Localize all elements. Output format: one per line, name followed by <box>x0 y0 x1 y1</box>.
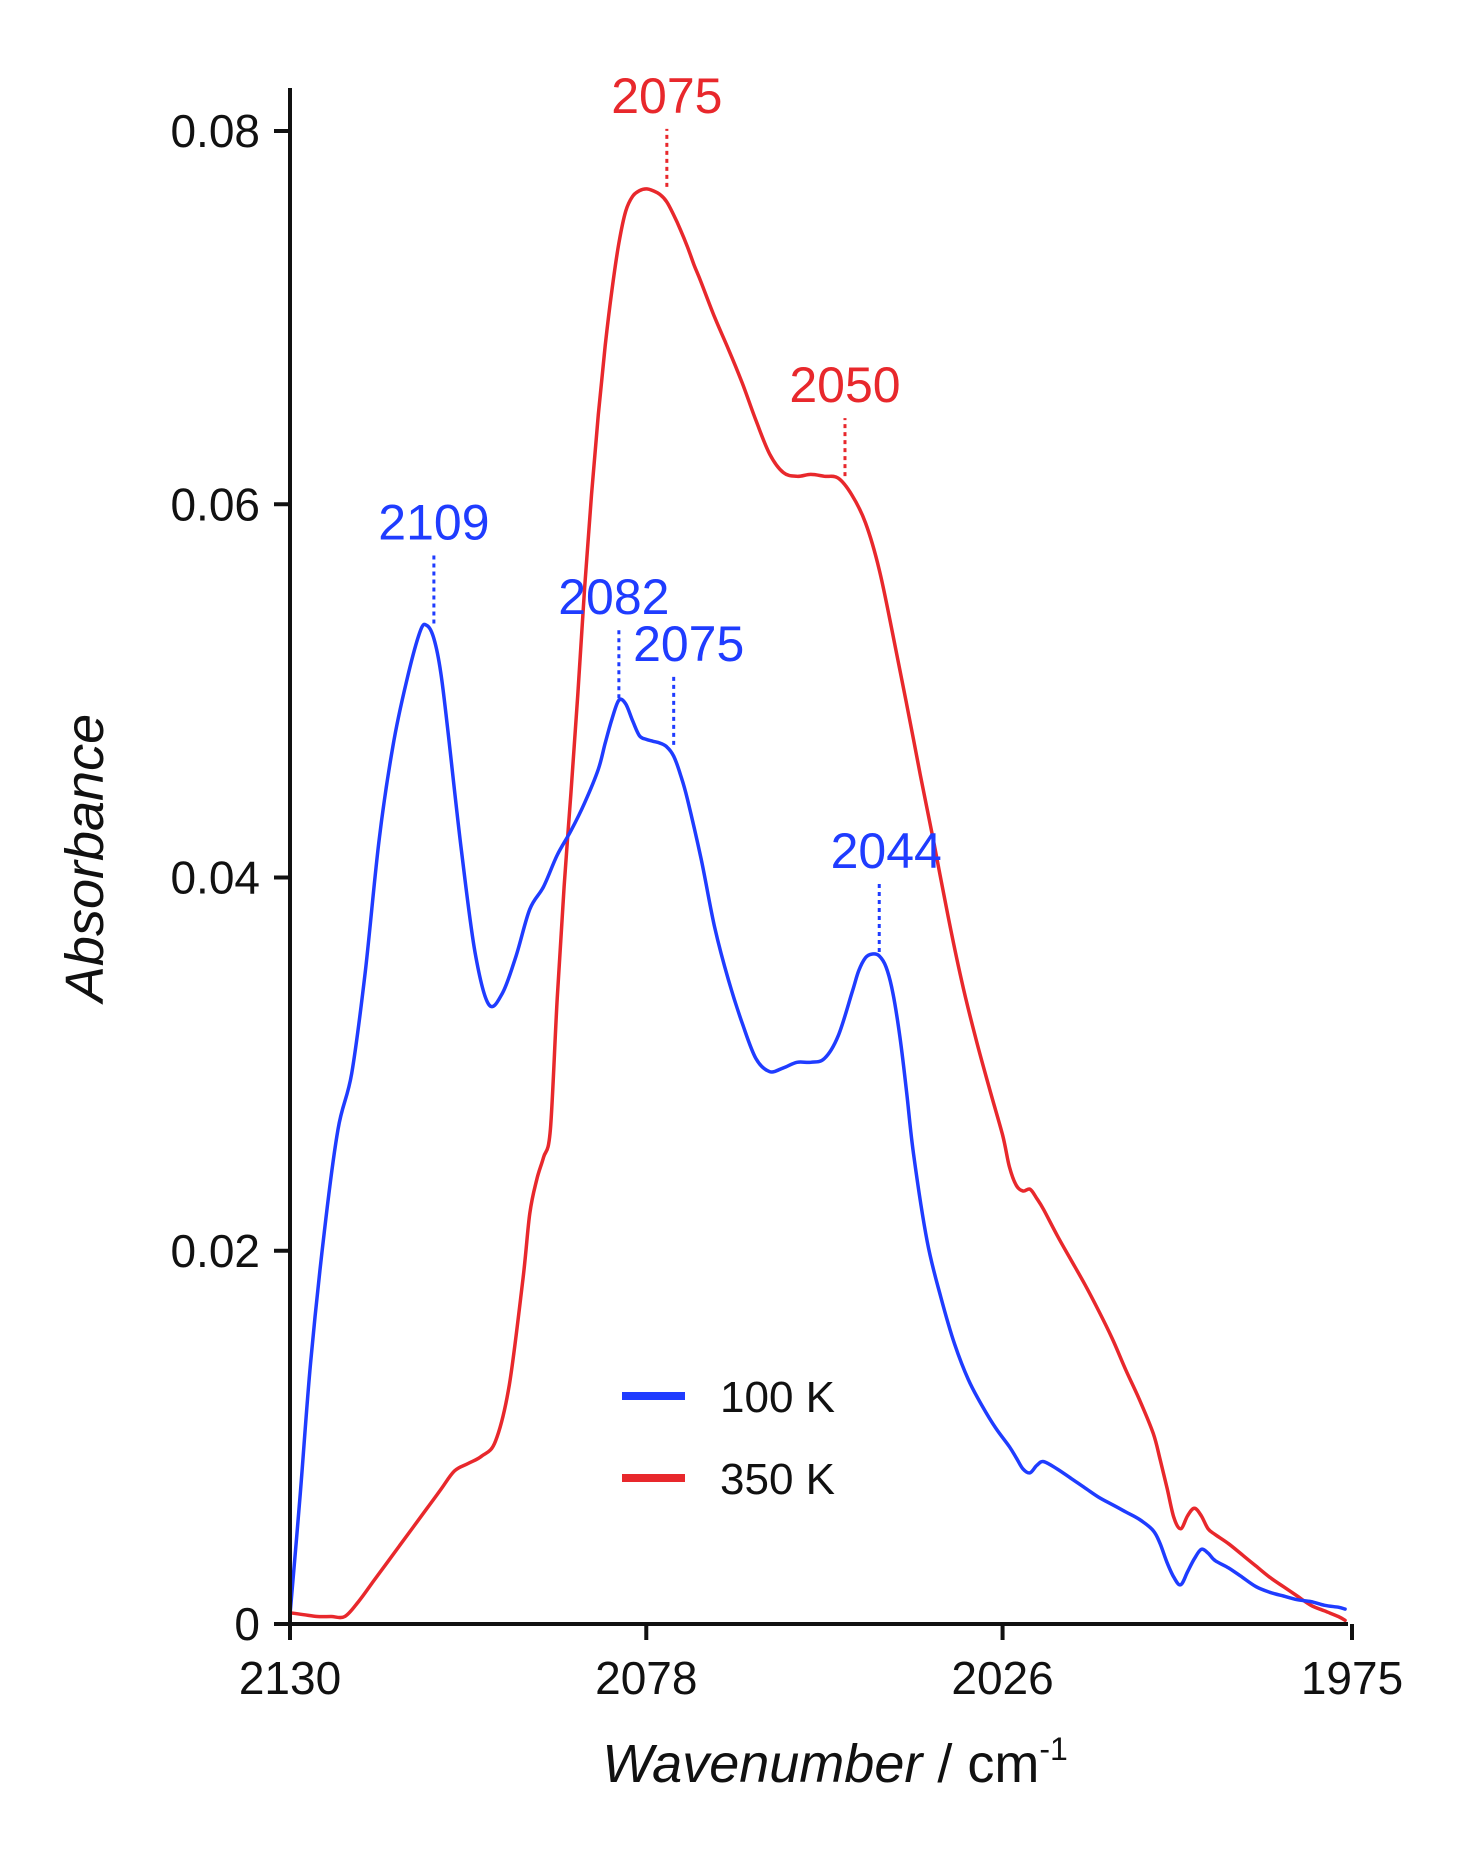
peak-label-4: 2075 <box>611 68 722 124</box>
y-tick-label-0: 0 <box>234 1598 260 1650</box>
x-tick-label-1: 2078 <box>595 1652 697 1704</box>
series-line-350k <box>288 187 1347 1623</box>
y-tick-label-4: 0.08 <box>170 105 260 157</box>
x-axis-title-main: Wavenumber <box>602 1734 924 1794</box>
x-axis-title: Wavenumber / cm-1 <box>602 1731 1068 1794</box>
y-tick-label-2: 0.04 <box>170 852 260 904</box>
y-ticks: 0 0.02 0.04 0.06 0.08 <box>170 105 290 1650</box>
peak-label-0: 2109 <box>378 495 489 551</box>
x-tick-label-3: 1975 <box>1301 1652 1403 1704</box>
x-ticks: 2130 2078 2026 1975 <box>239 1624 1403 1704</box>
y-tick-label-3: 0.06 <box>170 478 260 530</box>
series-line-100k <box>288 622 1347 1617</box>
x-tick-label-0: 2130 <box>239 1652 341 1704</box>
y-tick-label-1: 0.02 <box>170 1225 260 1277</box>
peak-label-2: 2075 <box>633 616 744 672</box>
x-tick-label-2: 2026 <box>951 1652 1053 1704</box>
legend-label-350k: 350 K <box>720 1455 835 1504</box>
plot-area <box>288 187 1347 1623</box>
peak-label-5: 2050 <box>789 357 900 413</box>
axes: 2130 2078 2026 1975 0 0.02 0.04 0.06 0.08 <box>170 88 1403 1704</box>
peak-label-1: 2082 <box>558 569 669 625</box>
legend: 100 K 350 K <box>622 1373 835 1504</box>
x-axis-title-superscript: -1 <box>1039 1731 1067 1767</box>
y-axis-title: Absorbance <box>55 714 115 1005</box>
x-axis-title-unit: / cm <box>922 1734 1039 1794</box>
peak-label-3: 2044 <box>831 823 942 879</box>
legend-label-100k: 100 K <box>720 1373 835 1422</box>
